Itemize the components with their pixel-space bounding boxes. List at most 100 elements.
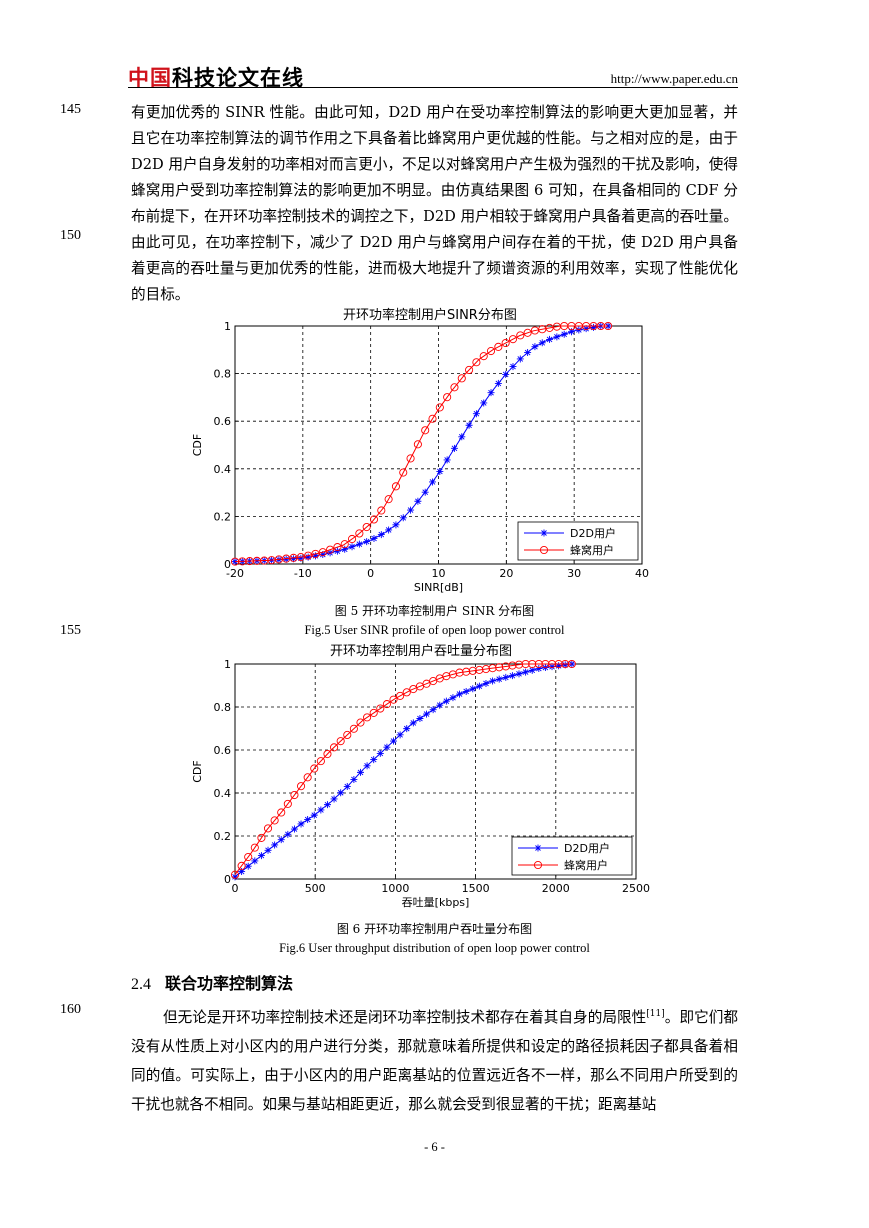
data-point-d2d [480, 399, 488, 407]
data-point-d2d [323, 801, 331, 809]
data-point-d2d [290, 555, 298, 563]
x-tick-label: 40 [635, 567, 649, 580]
header-url[interactable]: http://www.paper.edu.cn [610, 71, 738, 86]
line-number-160: 160 [60, 1002, 81, 1017]
plot-frame [234, 325, 643, 565]
x-tick-label: 1500 [462, 882, 490, 895]
legend-box [511, 836, 633, 876]
data-point-cellular [283, 799, 292, 808]
legend-marker-cellular [539, 545, 549, 555]
data-point-d2d [555, 662, 563, 670]
page-number: - 6 - [424, 1140, 445, 1154]
data-point-d2d [343, 783, 351, 791]
data-point-d2d [568, 660, 576, 668]
data-point-d2d [304, 553, 312, 561]
data-point-d2d [528, 666, 536, 674]
data-point-d2d [568, 328, 576, 336]
data-point-cellular [330, 743, 339, 752]
data-point-d2d [553, 333, 561, 341]
data-point-d2d [399, 514, 407, 522]
y-tick-label: 0.6 [214, 415, 232, 428]
data-point-d2d [290, 825, 298, 833]
data-point-d2d [390, 737, 398, 745]
citation-ref[interactable]: [11] [646, 1009, 665, 1019]
data-point-cellular [475, 665, 484, 674]
data-point-cellular [514, 660, 524, 669]
data-point-d2d [377, 531, 385, 539]
data-point-d2d [449, 694, 457, 702]
data-point-d2d [311, 552, 319, 560]
data-point-cellular [413, 440, 422, 449]
y-tick-label: 0.2 [214, 510, 232, 523]
data-point-d2d [465, 421, 473, 429]
x-tick-label: -10 [294, 567, 312, 580]
data-point-cellular [377, 506, 386, 515]
data-point-cellular [296, 782, 306, 791]
data-point-cellular [399, 468, 408, 477]
data-point-cellular [277, 808, 286, 817]
data-point-d2d [363, 538, 371, 546]
figure5-chart: -20 -10 0 10 20 30 40 0 0.2 0.4 0.6 0.8 1 SINR[dB] CDF… [191, 320, 649, 594]
x-tick-label: 2500 [622, 882, 650, 895]
line-number-145: 145 [60, 102, 81, 117]
data-point-cellular [468, 666, 477, 675]
data-point-cellular [406, 454, 415, 463]
data-point-d2d [516, 355, 524, 363]
data-point-d2d [341, 545, 349, 553]
data-point-d2d [487, 389, 495, 397]
data-point-cellular [472, 358, 481, 367]
data-point-d2d [589, 323, 597, 331]
data-point-d2d [538, 339, 546, 347]
data-point-cellular [311, 549, 320, 558]
y-tick-label: 0.2 [214, 830, 232, 843]
data-point-cellular [523, 328, 532, 337]
data-point-cellular [465, 365, 474, 375]
logo-red-text: 中国 [128, 66, 172, 90]
data-point-d2d [472, 410, 480, 418]
legend-label: D2D用户 [564, 841, 610, 855]
figure5-title: 开环功率控制用户SINR分布图 [343, 308, 517, 323]
data-point-cellular [356, 718, 365, 727]
line-number-150: 150 [60, 228, 81, 243]
x-axis-label: 吞吐量[kbps] [402, 896, 470, 909]
data-point-cellular [250, 843, 259, 852]
data-point-d2d [363, 762, 371, 770]
data-point-d2d [582, 325, 590, 333]
data-point-d2d [231, 558, 239, 566]
data-point-cellular [326, 545, 335, 554]
data-point-cellular [343, 730, 352, 739]
data-point-d2d [396, 731, 404, 739]
data-point-d2d [317, 806, 325, 814]
data-point-d2d [414, 497, 422, 505]
data-point-cellular [257, 833, 266, 842]
data-point-cellular [316, 757, 325, 766]
x-tick-label: 0 [367, 567, 374, 580]
data-point-cellular [230, 870, 240, 879]
data-point-d2d [421, 488, 429, 496]
data-point-d2d [383, 743, 391, 751]
data-point-cellular [528, 659, 537, 669]
data-point-d2d [442, 697, 450, 705]
data-point-cellular [567, 659, 576, 669]
data-point-d2d [443, 456, 451, 464]
y-tick-label: 0.4 [214, 463, 232, 476]
data-point-d2d [561, 661, 569, 669]
data-point-cellular [486, 346, 496, 356]
x-tick-label: 30 [567, 567, 581, 580]
data-point-cellular [323, 749, 332, 759]
data-point-cellular [333, 543, 342, 552]
para2-rest: 。即它们都没有从性质上对小区内的用户进行分类，那就意味着所提供和设定的路径损耗因… [131, 1008, 738, 1113]
data-point-d2d [508, 672, 516, 680]
data-point-cellular [516, 331, 525, 340]
body-paragraph-1: 有更加优秀的 SINR 性能。由此可知，D2D 用户在受功率控制算法的影响更大更… [131, 104, 738, 303]
data-point-cellular [501, 338, 510, 348]
figure5-caption-cn: 图 5 开环功率控制用户 SINR 分布图 [334, 604, 535, 618]
data-point-d2d [356, 768, 364, 776]
para2-text: 但无论是开环功率控制技术还是闭环功率控制技术都存在着其自身的局限性 [163, 1008, 647, 1026]
data-point-cellular [369, 515, 379, 524]
data-point-cellular [362, 522, 371, 532]
data-point-d2d [502, 673, 510, 681]
data-point-cellular [561, 659, 570, 669]
y-tick-label: 0 [224, 558, 231, 571]
data-point-cellular [340, 540, 349, 549]
